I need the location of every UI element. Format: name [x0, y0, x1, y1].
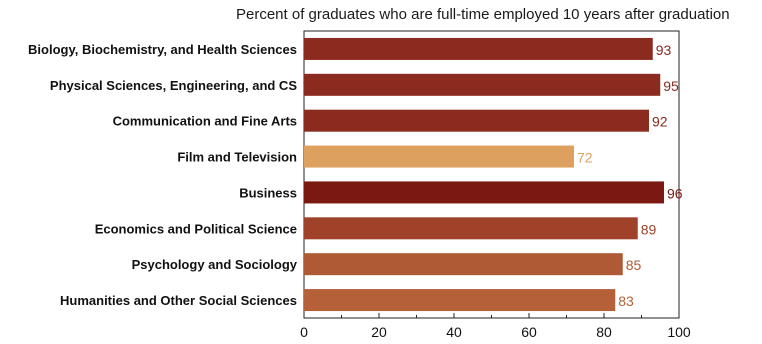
- category-label: Biology, Biochemistry, and Health Scienc…: [28, 42, 297, 57]
- bar: [304, 145, 574, 168]
- bar: [304, 109, 649, 132]
- value-label: 95: [663, 78, 679, 94]
- x-tick-label: 40: [446, 324, 462, 340]
- value-label: 96: [667, 185, 683, 201]
- value-label: 89: [641, 221, 657, 237]
- x-tick-label: 0: [300, 324, 308, 340]
- category-label: Physical Sciences, Engineering, and CS: [50, 78, 297, 93]
- bar: [304, 253, 623, 276]
- value-label: 93: [656, 42, 672, 58]
- bar: [304, 217, 638, 240]
- x-tick-label: 100: [667, 324, 691, 340]
- category-label: Economics and Political Science: [95, 221, 297, 236]
- value-label: 72: [577, 150, 593, 166]
- x-tick-label: 20: [371, 324, 387, 340]
- category-label: Psychology and Sociology: [132, 257, 298, 272]
- bar: [304, 37, 653, 60]
- chart-title: Percent of graduates who are full-time e…: [236, 6, 730, 23]
- category-label: Communication and Fine Arts: [113, 114, 297, 129]
- category-label: Business: [239, 185, 297, 200]
- category-label: Humanities and Other Social Sciences: [60, 293, 297, 308]
- value-label: 83: [618, 293, 634, 309]
- value-label: 92: [652, 114, 668, 130]
- x-tick-label: 60: [521, 324, 537, 340]
- bar: [304, 289, 616, 312]
- bar: [304, 181, 664, 204]
- x-tick-label: 80: [596, 324, 612, 340]
- value-label: 85: [626, 257, 642, 273]
- category-label: Film and Television: [177, 150, 297, 165]
- bar: [304, 73, 661, 96]
